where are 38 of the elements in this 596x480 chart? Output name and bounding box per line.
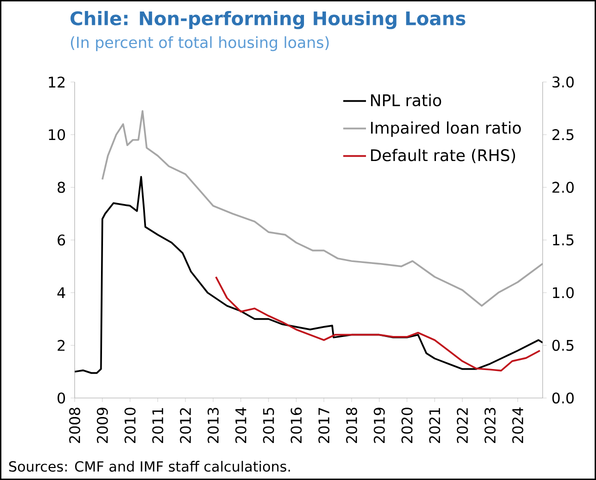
y-tick-label: 4 [57,287,66,298]
x-tick-label: 2024 [512,408,524,443]
y-tick-label: 6 [58,234,66,246]
source-note: Sources: CMF and IMF staff calculations. [9,460,290,472]
x-tick-label: 2016 [290,408,302,443]
x-tick-label: 2023 [484,408,496,443]
chart-subtitle: (In percent of total housing loans) [70,36,329,52]
legend-label: Impaired loan ratio [371,121,521,137]
x-tick-label: 2008 [69,408,80,443]
x-tick-label: 2012 [180,408,191,443]
x-tick-label: 2022 [456,408,468,443]
y2-tick-label: 2.0 [552,182,574,193]
y2-tick-label: 2.5 [552,129,574,140]
x-tick-label: 2018 [346,408,358,443]
x-tick-label: 2015 [262,408,274,443]
y-tick-label: 12 [48,76,64,88]
y-tick-label: 10 [48,129,65,140]
line-series [74,176,543,374]
y2-tick-label: 0.0 [552,392,574,404]
legend-label: NPL ratio [371,94,442,106]
x-tick-label: 2021 [429,408,440,443]
y2-tick-label: 1.5 [552,234,574,246]
y-tick-label: 0 [58,392,65,404]
x-tick-label: 2014 [235,408,246,443]
x-tick-label: 2011 [152,408,164,443]
y-tick-label: 2 [58,340,64,351]
y2-tick-label: 0.5 [552,340,574,351]
x-tick-label: 2013 [208,408,219,443]
y-tick-label: 8 [58,182,65,193]
x-tick-label: 2017 [318,408,330,443]
y2-tick-label: 3.0 [552,76,574,88]
legend-label: Default rate (RHS) [371,148,516,164]
x-tick-label: 2019 [374,408,385,443]
x-tick-label: 2020 [401,408,413,443]
x-tick-label: 2009 [96,408,108,443]
x-tick-label: 2010 [124,408,136,443]
chart-title: Chile: Non-performing Housing Loans [70,10,466,30]
y2-tick-label: 1.0 [552,287,574,298]
